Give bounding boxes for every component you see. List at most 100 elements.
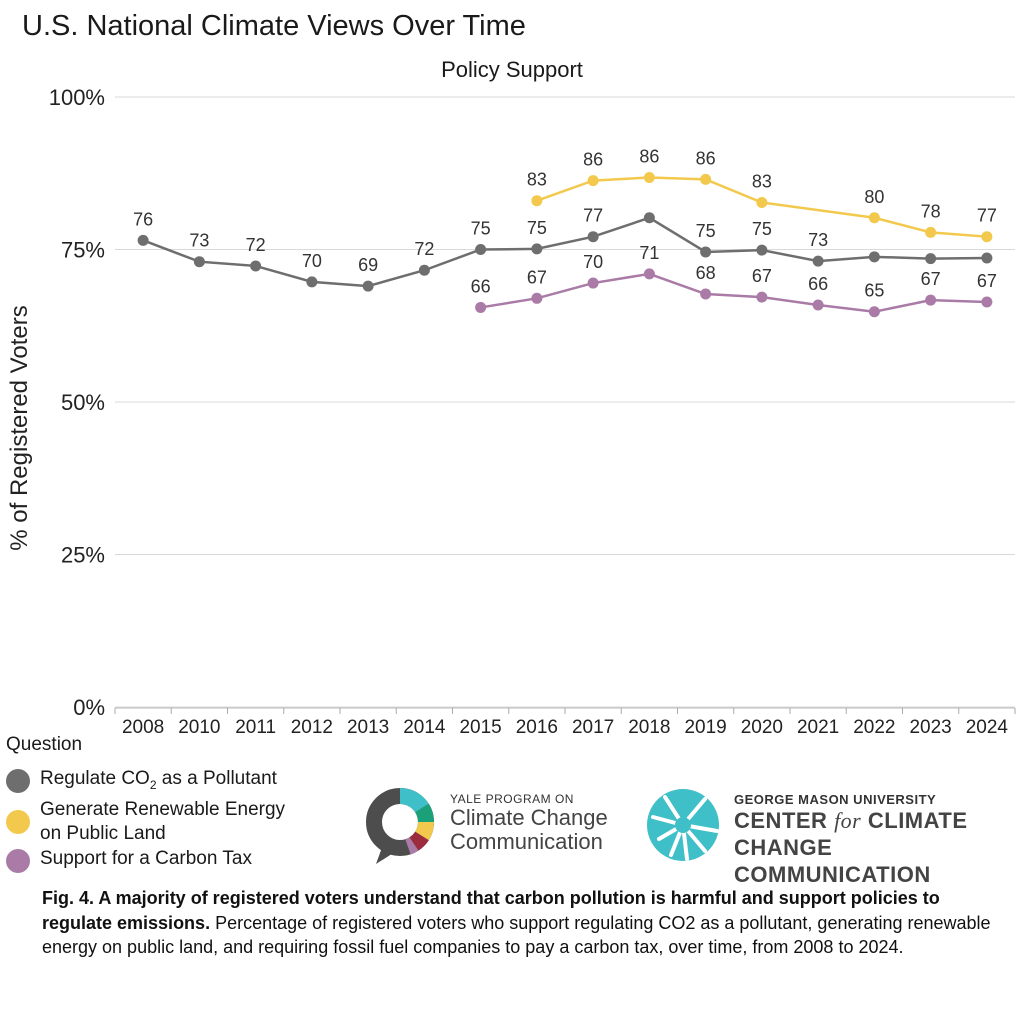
data-point-0 <box>531 243 543 255</box>
data-label-0: 72 <box>414 239 434 259</box>
data-label-2: 67 <box>977 271 997 291</box>
data-point-2 <box>587 277 599 289</box>
data-point-0 <box>756 244 768 256</box>
x-tick-label: 2011 <box>235 717 276 738</box>
y-tick-label: 0% <box>73 695 105 720</box>
data-label-2: 71 <box>639 243 659 263</box>
series-line-1 <box>536 176 987 238</box>
series-line-0 <box>142 216 987 288</box>
data-label-0: 75 <box>471 219 491 239</box>
x-tick-label: 2022 <box>853 717 895 738</box>
data-label-0: 72 <box>246 235 266 255</box>
legend-marker-carbon-tax <box>6 849 30 873</box>
data-label-1: 77 <box>977 206 997 226</box>
line-chart: 0% 25% 50% 75% 100% 2008 2010 2011 2012 2013 2014 2… <box>6 85 1016 738</box>
legend-label-renewable-energy: Generate Renewable Energy on Public Land <box>40 799 286 844</box>
data-point-0 <box>306 276 318 288</box>
data-point-0 <box>418 264 430 276</box>
data-label-2: 67 <box>752 266 772 286</box>
x-tick-label: 2014 <box>403 717 446 738</box>
data-label-0: 70 <box>302 251 322 271</box>
x-tick-label: 2021 <box>797 717 839 738</box>
data-label-0: 69 <box>358 255 378 275</box>
data-label-2: 66 <box>808 274 828 294</box>
legend-marker-regulate-co2 <box>6 769 30 793</box>
data-point-0 <box>981 252 993 264</box>
data-label-1: 78 <box>921 201 941 221</box>
data-label-2: 67 <box>921 269 941 289</box>
x-tick-label: 2018 <box>628 717 670 738</box>
data-label-1: 86 <box>639 147 659 167</box>
data-label-1: 80 <box>864 187 884 207</box>
x-tick-label: 2024 <box>966 717 1009 738</box>
data-point-0 <box>925 253 937 265</box>
data-label-0: 77 <box>583 206 603 226</box>
yale-logo-text: YALE PROGRAM ON Climate Change Communica… <box>450 792 608 854</box>
yale-logo-icon <box>366 787 434 864</box>
figure-caption: Fig. 4. A majority of registered voters … <box>42 888 991 957</box>
data-label-0: 73 <box>189 231 209 251</box>
data-label-0: 75 <box>696 221 716 241</box>
legend-title: Question <box>6 734 83 755</box>
data-point-1 <box>756 197 768 209</box>
chart-subtitle: Policy Support <box>441 57 583 82</box>
y-tick-label: 50% <box>61 390 105 415</box>
data-point-0 <box>193 256 205 268</box>
data-point-2 <box>981 296 993 308</box>
legend-label-regulate-co2: Regulate CO2 as a Pollutant <box>40 768 277 792</box>
data-point-0 <box>643 212 655 224</box>
legend-label-carbon-tax: Support for a Carbon Tax <box>40 848 252 869</box>
data-point-2 <box>925 294 937 306</box>
x-tick-label: 2010 <box>178 717 220 738</box>
data-point-2 <box>475 301 487 313</box>
x-tick-label: 2023 <box>909 717 951 738</box>
legend-item-carbon-tax: Support for a Carbon Tax <box>6 847 252 873</box>
data-point-0 <box>868 251 880 263</box>
data-label-1: 83 <box>527 170 547 190</box>
data-label-1: 86 <box>696 148 716 168</box>
data-point-1 <box>925 226 937 238</box>
legend-item-regulate-co2: Regulate CO2 as a Pollutant <box>6 767 277 797</box>
data-label-2: 70 <box>583 252 603 272</box>
y-tick-label: 25% <box>61 543 105 568</box>
data-point-2 <box>531 292 543 304</box>
data-point-1 <box>587 175 599 187</box>
data-point-2 <box>700 288 712 300</box>
data-point-0 <box>362 280 374 292</box>
data-point-0 <box>587 231 599 243</box>
y-tick-label: 100% <box>49 85 105 110</box>
x-tick-label: 2019 <box>684 717 726 738</box>
y-tick-label: 75% <box>61 238 105 263</box>
data-point-2 <box>868 306 880 318</box>
data-point-0 <box>250 260 262 272</box>
y-axis-label: % of Registered Voters <box>6 305 33 550</box>
series-line-2 <box>480 272 987 313</box>
data-point-2 <box>812 299 824 311</box>
legend-item-renewable-energy: Generate Renewable Energy on Public Land <box>6 798 285 846</box>
data-point-1 <box>643 172 655 184</box>
figure-title: U.S. National Climate Views Over Time <box>22 10 526 42</box>
gmu-logo-icon <box>647 789 719 861</box>
data-label-0: 75 <box>752 219 772 239</box>
data-label-2: 66 <box>471 276 491 296</box>
x-tick-label: 2013 <box>347 717 389 738</box>
x-tick-label: 2016 <box>516 717 558 738</box>
legend-marker-renewable-energy <box>6 810 30 834</box>
data-label-0: 76 <box>133 209 153 229</box>
x-tick-label: 2012 <box>291 717 333 738</box>
data-label-1: 86 <box>583 150 603 170</box>
x-tick-label: 2017 <box>572 717 614 738</box>
x-tick-label: 2020 <box>741 717 783 738</box>
x-tick-label: 2008 <box>122 717 164 738</box>
data-label-1: 83 <box>752 172 772 192</box>
data-point-0 <box>812 255 824 267</box>
data-label-2: 68 <box>696 263 716 283</box>
data-point-0 <box>475 244 487 255</box>
data-point-1 <box>531 195 543 207</box>
data-label-0: 73 <box>808 230 828 250</box>
x-tick-label: 2015 <box>459 717 501 738</box>
data-point-1 <box>981 231 993 243</box>
data-point-1 <box>700 173 712 185</box>
data-point-0 <box>137 234 149 246</box>
data-label-2: 67 <box>527 267 547 287</box>
